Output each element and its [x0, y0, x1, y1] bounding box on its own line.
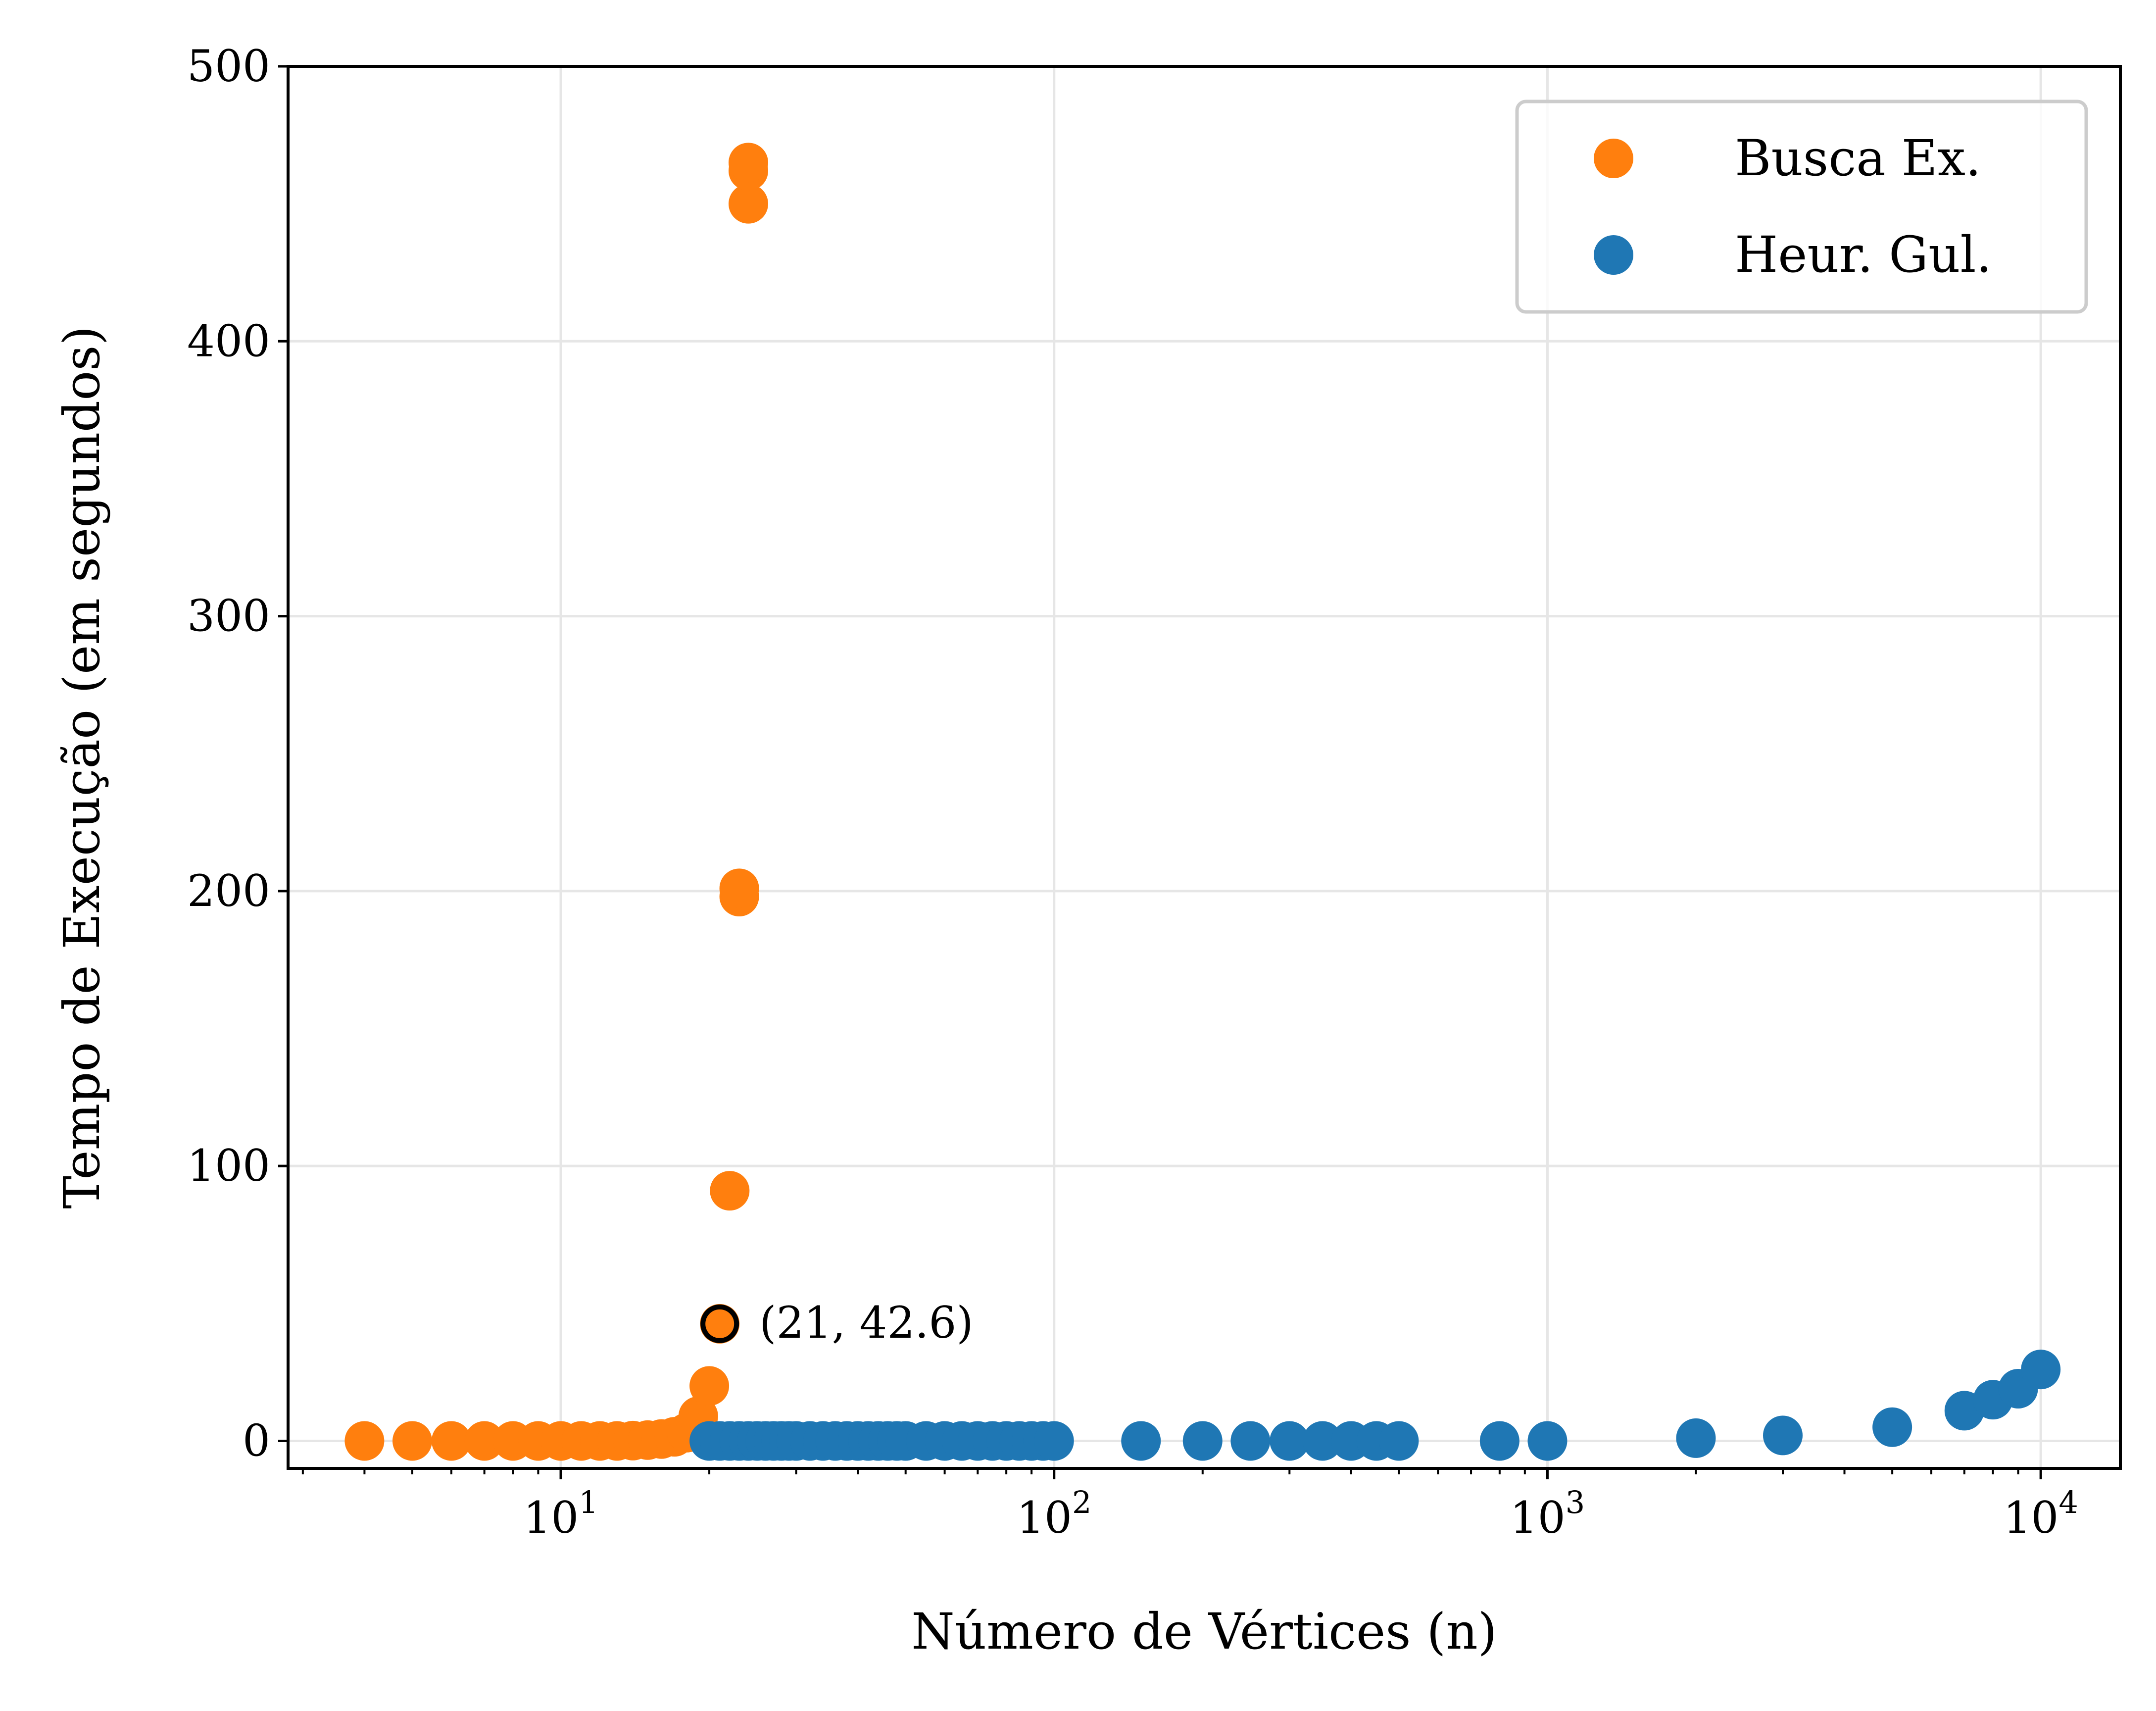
data-point [1479, 1421, 1519, 1461]
legend-label: Busca Ex. [1735, 129, 1981, 187]
y-tick-label: 200 [187, 865, 270, 916]
data-point [1872, 1407, 1912, 1447]
data-point [710, 1171, 750, 1211]
data-point [431, 1421, 471, 1461]
data-point [1676, 1418, 1716, 1458]
data-point [689, 1366, 730, 1406]
y-tick-label: 100 [187, 1140, 270, 1191]
y-tick-label: 500 [187, 41, 270, 92]
legend-label: Heur. Gul. [1735, 226, 1992, 284]
annotation-label: (21, 42.6) [759, 1297, 974, 1348]
data-point [344, 1421, 385, 1461]
data-point [392, 1421, 432, 1461]
y-tick-label: 0 [243, 1415, 270, 1466]
data-point [1230, 1421, 1271, 1461]
data-point [2021, 1350, 2061, 1390]
data-point [1527, 1421, 1568, 1461]
legend-marker [1594, 235, 1633, 275]
data-point [728, 184, 768, 224]
data-point [1270, 1421, 1310, 1461]
data-point [1379, 1421, 1419, 1461]
y-tick-label: 300 [187, 591, 270, 642]
data-point [1303, 1421, 1343, 1461]
data-point [1182, 1421, 1223, 1461]
data-point [464, 1421, 504, 1461]
data-point [1121, 1421, 1161, 1461]
x-axis-label: Número de Vértices (n) [911, 1603, 1497, 1661]
annotation-marker [700, 1304, 739, 1343]
data-point [728, 143, 768, 183]
data-point [719, 868, 759, 908]
y-axis-label: Tempo de Execução (em segundos) [53, 326, 111, 1208]
data-point [1034, 1421, 1074, 1461]
legend-marker [1594, 139, 1633, 178]
plot-frame [287, 65, 2122, 1470]
legend-box [1515, 100, 2088, 314]
legend: Busca Ex. Heur. Gul. [1515, 100, 2088, 314]
y-tick-label: 400 [187, 315, 270, 366]
annotation-group: (21, 42.6) [700, 1297, 974, 1348]
data-points [344, 143, 2061, 1461]
data-point [1763, 1415, 1803, 1456]
